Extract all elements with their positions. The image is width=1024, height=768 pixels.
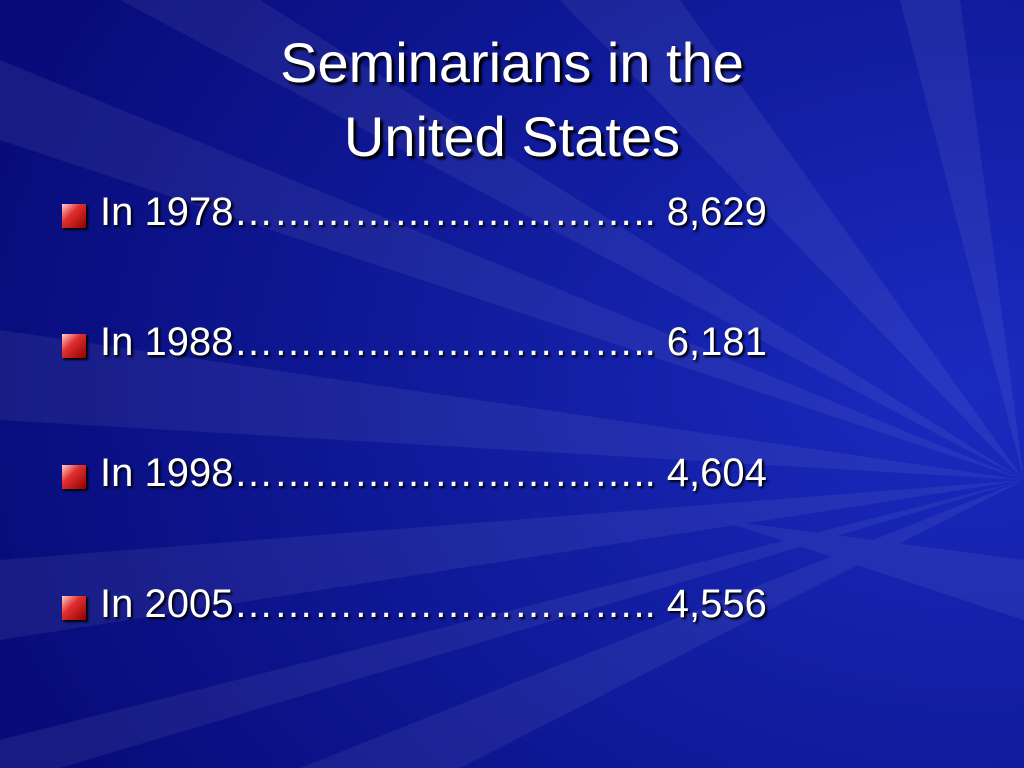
bullet-icon [62,596,86,620]
bullet-text: In 1998………………………….. 4,604 [100,451,767,495]
title-line: United States [343,105,681,168]
bullet-icon [62,204,86,228]
title-line: Seminarians in the [280,31,744,94]
bullet-text: In 1988………………………….. 6,181 [100,320,767,364]
bullet-text: In 1978………………………….. 8,629 [100,190,767,234]
bullet-icon [62,465,86,489]
bullet-icon [62,334,86,358]
bullet-text: In 2005………………………….. 4,556 [100,582,767,626]
slide-title: Seminarians in the United States [0,26,1024,174]
